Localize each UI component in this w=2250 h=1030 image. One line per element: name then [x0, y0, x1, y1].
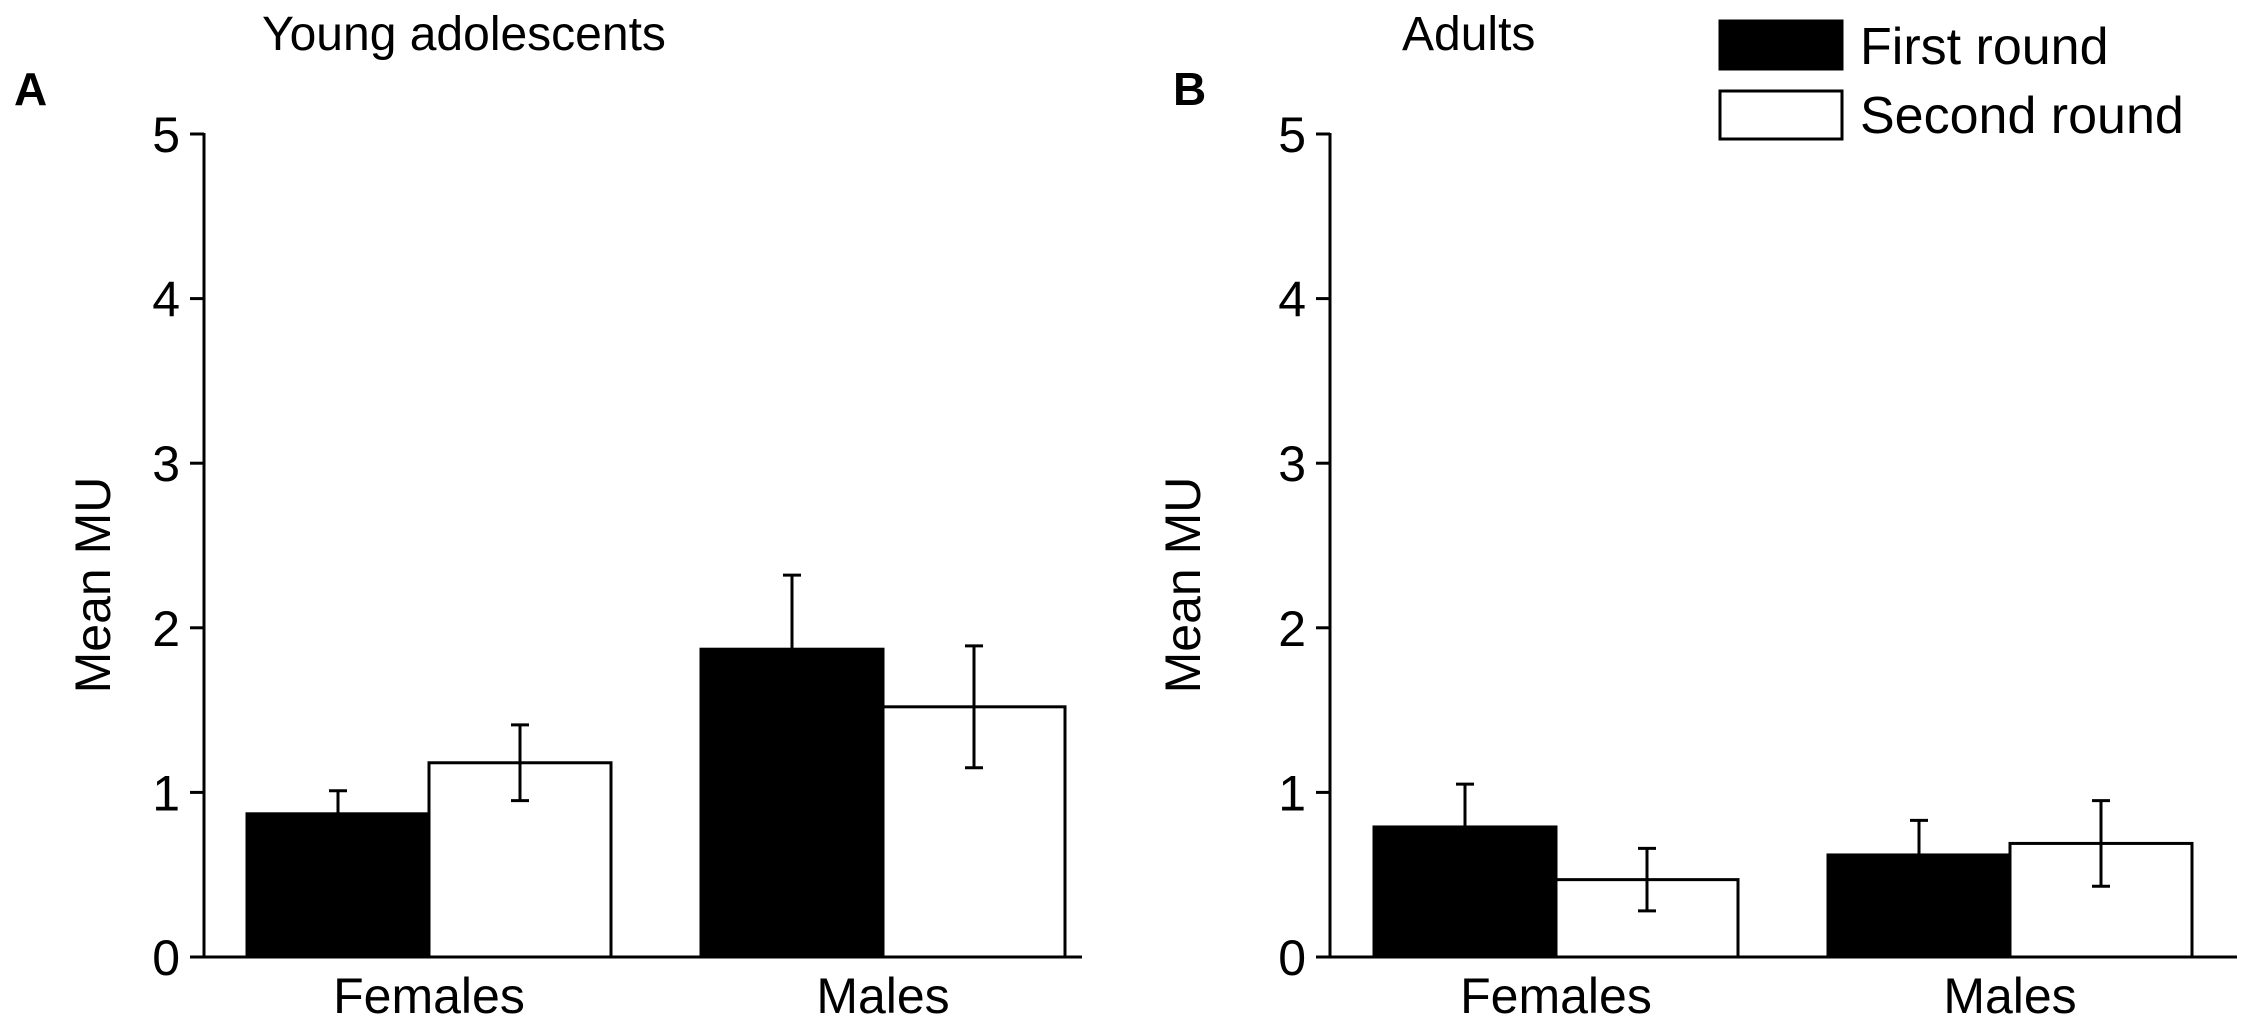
panel-a-title: Young adolescents: [262, 8, 666, 61]
panel-a: A Young adolescents Mean MU Females Males…: [14, 8, 1082, 1024]
panel-a-y-tick-label: 4: [152, 272, 180, 328]
panel-b-y-tick-label: 1: [1278, 765, 1306, 821]
panel-letter-b: B: [1173, 63, 1206, 115]
panel-b-y-tick-label: 2: [1278, 601, 1306, 657]
panel-a-category-label-males: Males: [816, 968, 949, 1024]
panel-b-y-tick-label: 0: [1278, 930, 1306, 986]
panel-b-error-bar-males-first-round: [1910, 818, 1928, 892]
panel-a-plot: Females Males 0 1 2 3 4 5: [152, 107, 1082, 1024]
panel-b-error-bar-females-second-round: [1638, 846, 1656, 913]
panel-b-plot: Females Males 0 1 2 3 4 5: [1278, 107, 2237, 1024]
panel-b-category-label-females: Females: [1460, 968, 1652, 1024]
panel-a-error-bar-males-first-round: [783, 573, 801, 725]
panel-b-y-tick-label: 5: [1278, 107, 1306, 163]
legend-label-second-round: Second round: [1860, 87, 2184, 145]
legend-swatch-first-round: [1718, 19, 1844, 71]
legend-swatch-second-round: [1718, 89, 1844, 141]
panel-b-category-label-males: Males: [1943, 968, 2076, 1024]
panel-b-y-tick-label: 3: [1278, 436, 1306, 492]
panel-a-y-tick-label: 2: [152, 601, 180, 657]
panel-b: B Adults Mean MU Females Males 0 1 2 3 4 5: [1155, 8, 2237, 1024]
panel-letter-a: A: [14, 63, 47, 115]
panel-b-y-tick-label: 4: [1278, 272, 1306, 328]
panel-a-error-bar-females-second-round: [511, 723, 529, 803]
panel-b-title: Adults: [1402, 8, 1535, 61]
panel-b-y-axis-label: Mean MU: [1155, 477, 1211, 694]
panel-a-error-bar-females-first-round: [329, 789, 347, 839]
panel-b-error-bar-males-second-round: [2092, 799, 2110, 888]
legend-label-first-round: First round: [1860, 18, 2109, 76]
panel-b-error-bar-females-first-round: [1456, 782, 1474, 872]
legend: First round Second round: [1718, 18, 2184, 145]
panel-a-y-tick-label: 5: [152, 107, 180, 163]
panel-a-y-tick-label: 1: [152, 765, 180, 821]
panel-a-y-tick-label: 3: [152, 436, 180, 492]
panel-a-error-bar-males-second-round: [965, 644, 983, 770]
panel-a-category-label-females: Females: [333, 968, 525, 1024]
panel-a-y-tick-label: 0: [152, 930, 180, 986]
panel-a-y-axis-label: Mean MU: [65, 477, 121, 694]
